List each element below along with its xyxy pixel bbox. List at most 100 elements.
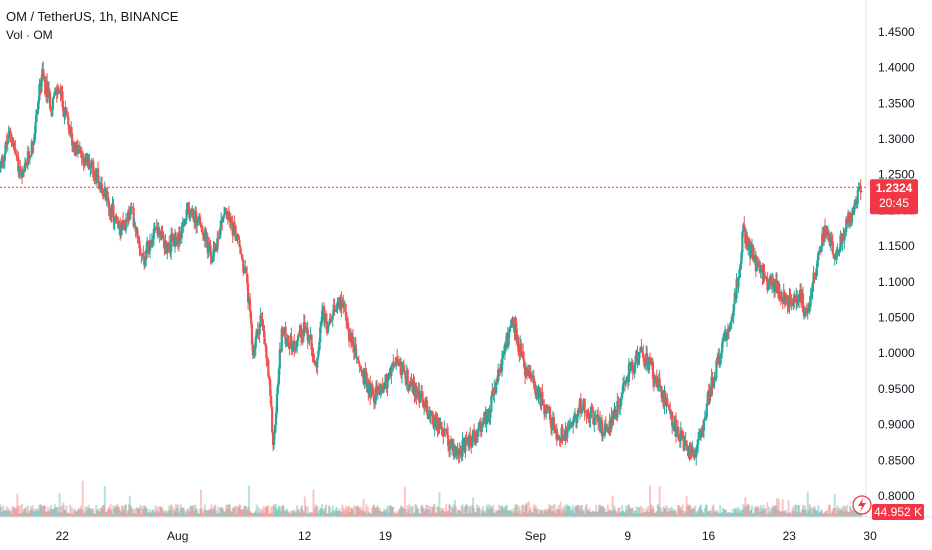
candle-body — [720, 352, 723, 359]
volume-bar — [69, 504, 72, 517]
candle-body — [796, 295, 799, 305]
candle-body — [561, 427, 564, 438]
candle-body — [100, 183, 104, 194]
volume-bar — [427, 509, 430, 517]
candle-body — [322, 306, 326, 321]
volume-bar — [737, 507, 740, 517]
volume-bar — [230, 511, 233, 517]
volume-bar — [713, 511, 716, 517]
volume-bar — [359, 506, 362, 517]
volume-bar — [168, 505, 171, 517]
candle-body — [300, 335, 304, 338]
volume-bar — [254, 510, 257, 517]
volume-bar — [24, 508, 27, 517]
volume-bar — [423, 508, 426, 517]
candle-body — [852, 205, 856, 215]
volume-bar — [51, 509, 54, 517]
volume-bar — [277, 505, 280, 517]
candle-body — [566, 428, 569, 438]
volume-bar — [282, 506, 285, 517]
volume-bar — [431, 507, 434, 517]
volume-bar — [35, 509, 38, 517]
x-tick-label: 16 — [702, 529, 716, 543]
volume-bar — [500, 505, 503, 517]
volume-bar — [201, 513, 204, 517]
candle-body — [790, 301, 793, 305]
candle-body — [524, 369, 528, 376]
volume-bar — [399, 505, 402, 517]
volume-bar — [173, 508, 176, 517]
volume-bar — [237, 507, 240, 517]
volume-bar — [442, 508, 445, 517]
volume-bar — [203, 504, 206, 517]
volume-bar — [413, 512, 416, 517]
candle-body — [97, 180, 101, 186]
volume-bar — [583, 513, 586, 517]
volume-bar — [616, 513, 619, 517]
volume-bar — [664, 508, 667, 517]
volume-bar — [610, 511, 613, 517]
volume-bar — [741, 509, 744, 517]
candle-body — [807, 303, 810, 312]
candle-body — [110, 205, 113, 218]
volume-bar — [835, 513, 838, 517]
candle-body — [458, 449, 461, 456]
candle-body — [262, 327, 265, 332]
volume-bar — [736, 512, 739, 517]
candle-body — [198, 216, 202, 225]
volume-bar — [438, 492, 441, 517]
volume-bar — [311, 512, 314, 517]
volume-bar — [397, 511, 400, 517]
volume-bar — [101, 505, 104, 517]
volume-bar — [521, 505, 524, 517]
candle-body — [705, 404, 708, 418]
volume-bar — [22, 511, 25, 517]
volume-bar — [376, 505, 379, 517]
volume-bar — [453, 499, 456, 517]
candle-body — [522, 351, 525, 359]
chart-legend[interactable]: OM / TetherUS, 1h, BINANCE Vol · OM — [6, 8, 178, 44]
volume-bar — [382, 508, 385, 517]
volume-bar — [742, 504, 745, 517]
volume-bar — [599, 504, 602, 517]
volume-bar — [739, 512, 742, 517]
volume-bar — [336, 510, 339, 517]
candle-body — [692, 448, 695, 457]
symbol-title[interactable]: OM / TetherUS, 1h, BINANCE — [6, 9, 179, 24]
volume-bar — [747, 504, 750, 517]
y-tick-label: 1.1500 — [878, 239, 915, 253]
candle-body — [253, 347, 256, 350]
volume-bar — [205, 510, 208, 517]
volume-bar — [450, 506, 453, 517]
volume-bar — [86, 506, 89, 517]
volume-bar — [525, 502, 528, 517]
candle-body — [246, 273, 249, 284]
volume-bar — [182, 507, 185, 517]
volume-bar — [76, 509, 79, 517]
volume-indicator-label[interactable]: Vol · OM — [6, 28, 53, 42]
candle-body — [860, 191, 863, 193]
candle-body — [154, 226, 157, 228]
volume-bar — [728, 512, 731, 517]
time-axis[interactable]: 22 Aug 12 19 Sep 9 16 23 30 — [0, 516, 932, 550]
price-axis[interactable]: 0.8000 0.8500 0.9000 0.9500 1.0000 1.0500 1.10… — [865, 0, 932, 530]
candle-body — [731, 315, 734, 318]
volume-bar — [579, 505, 582, 517]
volume-bar — [319, 507, 322, 517]
volume-bar — [70, 513, 73, 517]
volume-bar — [360, 510, 363, 517]
candle-body — [737, 277, 740, 288]
volume-bar — [44, 505, 47, 517]
volume-bar — [264, 507, 267, 517]
volume-bar — [210, 504, 213, 517]
volume-bar — [449, 504, 452, 517]
alert-button[interactable] — [852, 495, 872, 515]
y-tick-label: 1.4000 — [878, 61, 915, 75]
candle-body — [397, 360, 400, 365]
volume-bar — [208, 509, 211, 517]
candle-body — [311, 349, 314, 356]
volume-bar — [838, 510, 841, 517]
volume-bar — [567, 505, 570, 517]
